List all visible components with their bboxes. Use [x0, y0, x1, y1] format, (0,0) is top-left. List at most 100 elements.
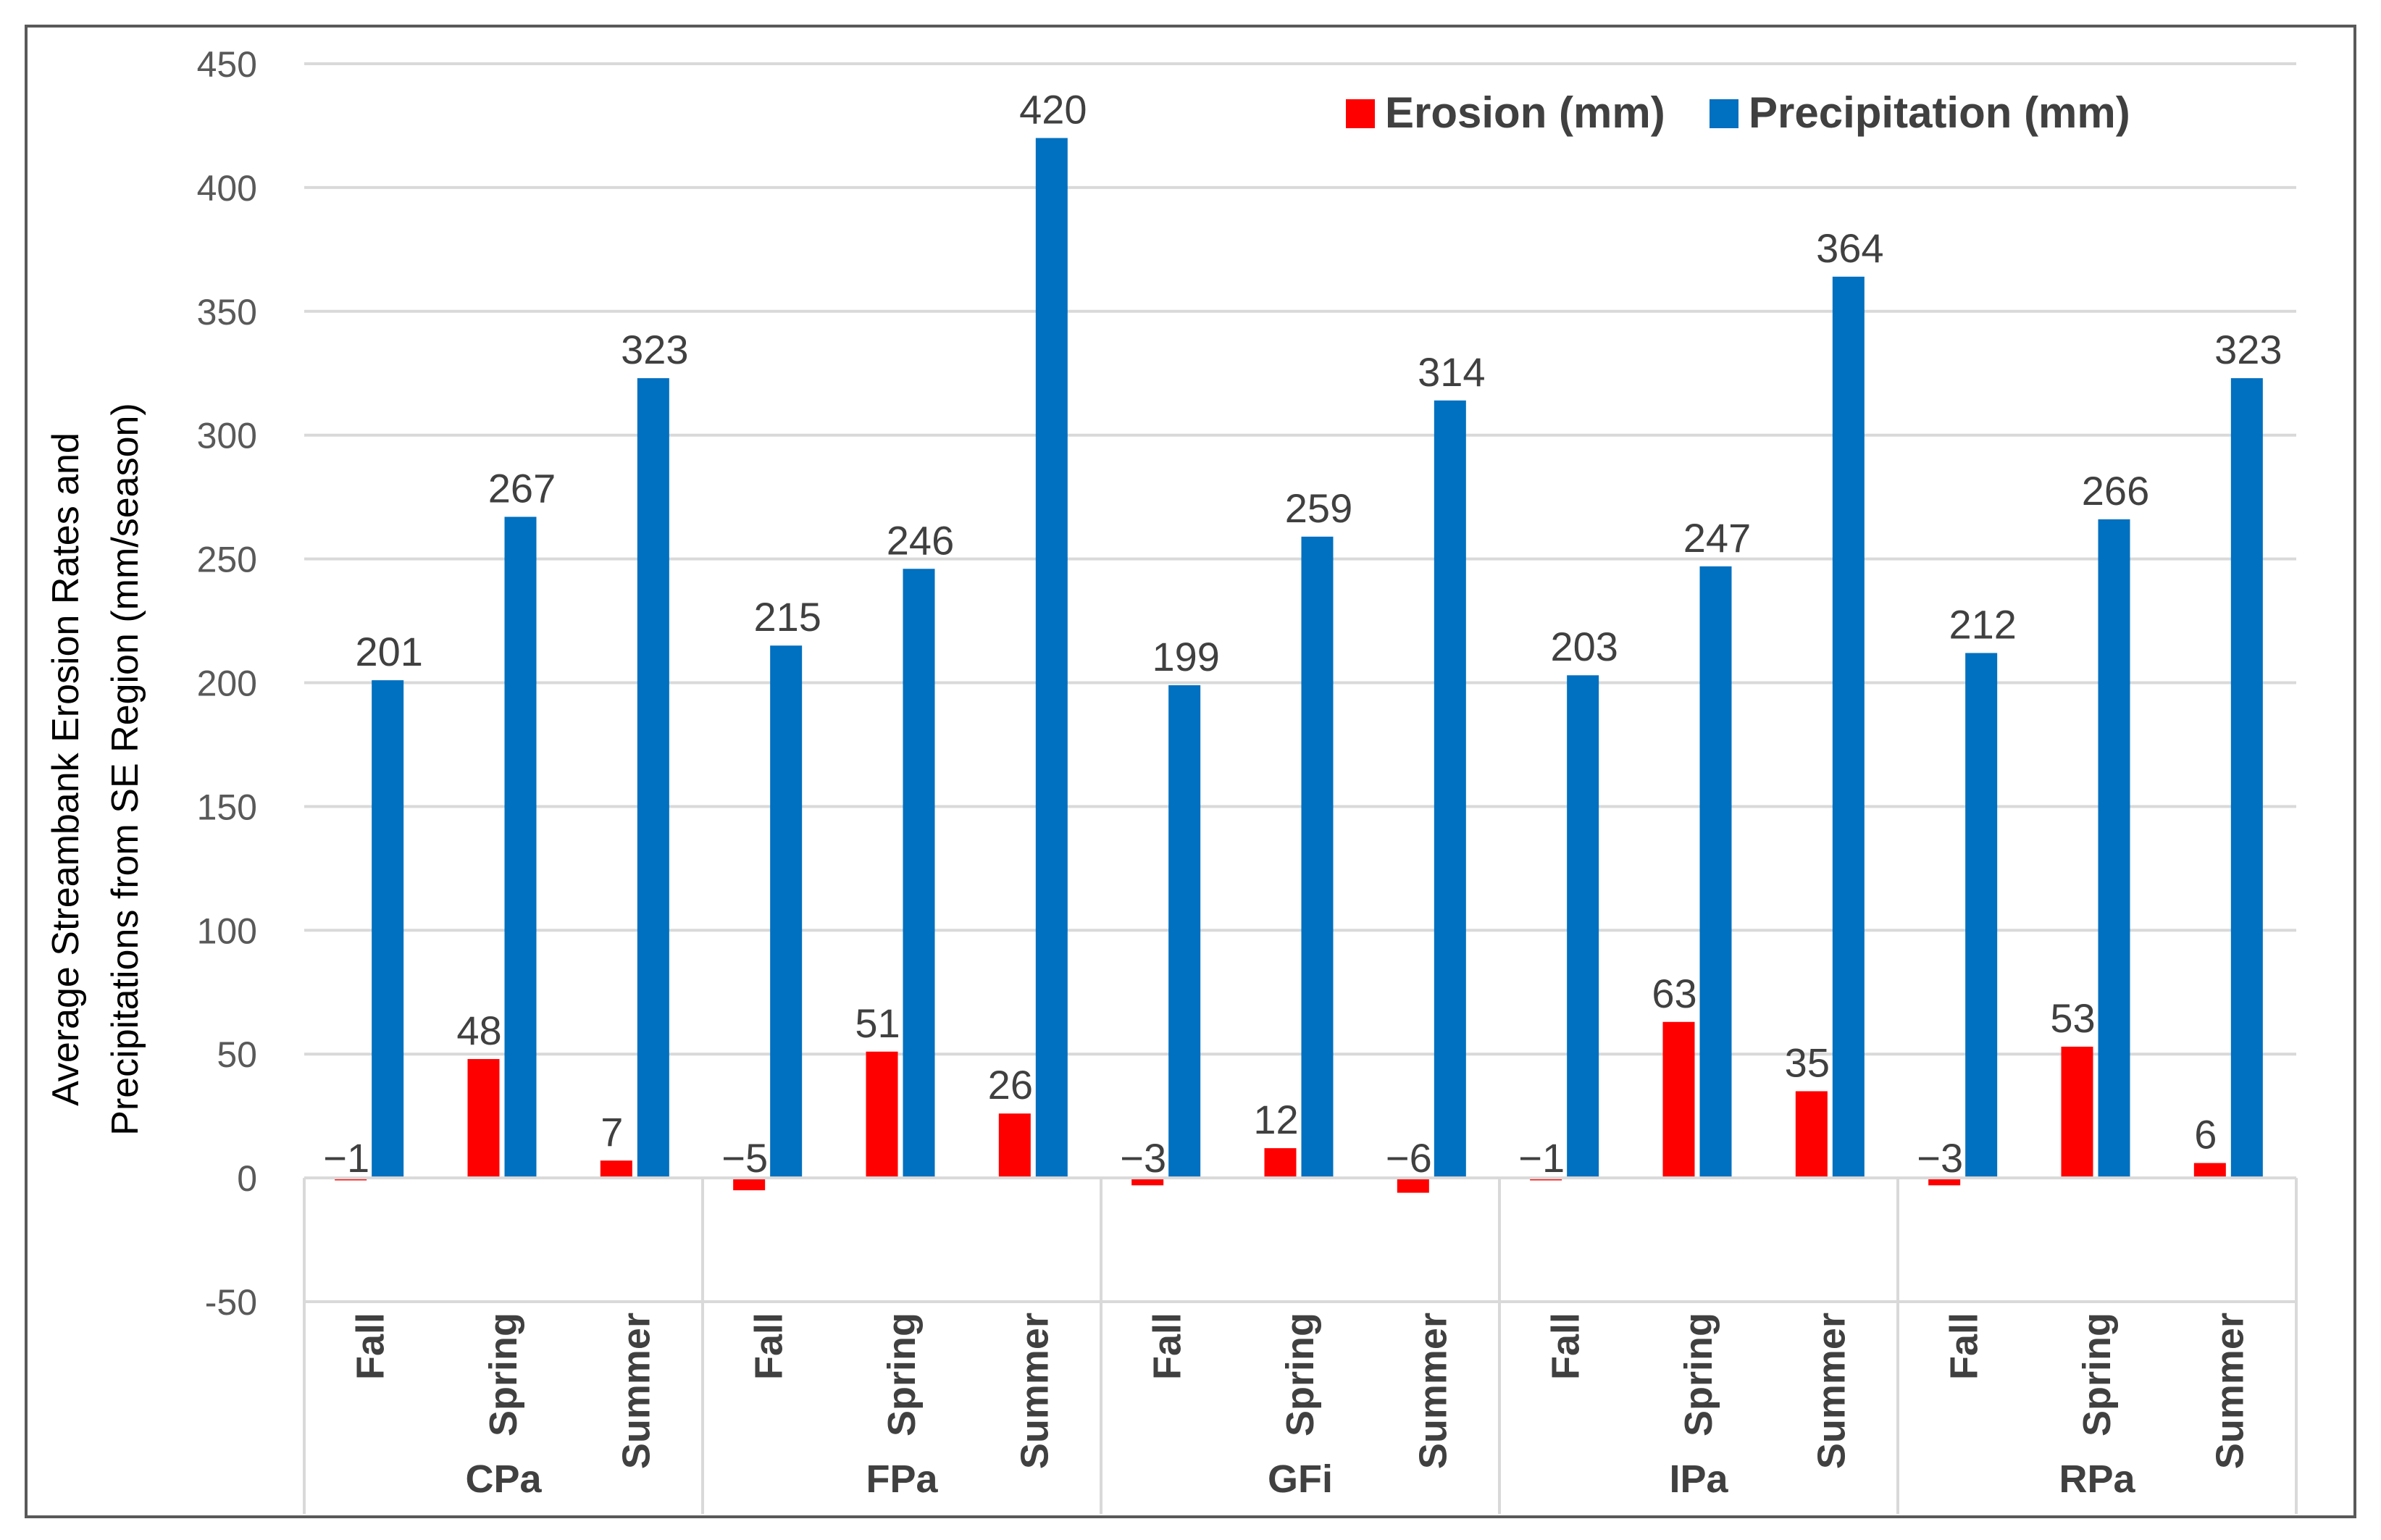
x-category-label: Summer [1411, 1313, 1455, 1469]
bars [335, 138, 2263, 1193]
precipitation-data-label: 420 [1019, 87, 1087, 133]
y-tick-label: 450 [197, 44, 257, 85]
precipitation-data-label: 364 [1816, 225, 1883, 271]
y-tick-label: -50 [205, 1282, 257, 1323]
precipitation-bar [1035, 138, 1068, 1179]
legend-swatch-erosion [1346, 99, 1375, 128]
gridlines [304, 62, 2296, 1303]
erosion-bar [998, 1113, 1031, 1179]
x-category-label: Fall [349, 1313, 393, 1380]
group-label: IPa [1669, 1457, 1728, 1501]
x-category-label: Fall [1146, 1313, 1189, 1380]
precipitation-bar [1168, 685, 1201, 1179]
precipitation-bar [1301, 536, 1334, 1179]
x-category-label: Summer [1809, 1313, 1853, 1469]
precipitation-bar [637, 378, 669, 1179]
precipitation-bar [1965, 653, 1998, 1179]
chart-frame [25, 25, 2356, 1518]
erosion-bar [1397, 1178, 1429, 1193]
erosion-data-label: 35 [1785, 1039, 1830, 1085]
erosion-bar [600, 1160, 632, 1179]
erosion-bar [1264, 1148, 1297, 1179]
legend-label-precipitation: Precipitation (mm) [1749, 88, 2130, 137]
erosion-data-label: −1 [1518, 1135, 1565, 1181]
precipitation-data-label: 259 [1285, 485, 1352, 531]
precipitation-data-label: 323 [2214, 327, 2282, 372]
precipitation-bar [903, 569, 935, 1179]
x-category-label: Fall [748, 1313, 791, 1380]
x-category-label: Summer [1013, 1313, 1056, 1469]
x-category-label: Fall [1943, 1313, 1986, 1380]
erosion-data-label: −3 [1917, 1135, 1963, 1181]
erosion-data-label: 63 [1652, 971, 1696, 1016]
group-label: RPa [2059, 1457, 2135, 1501]
group-label: CPa [465, 1457, 542, 1501]
x-category-label: Spring [482, 1313, 525, 1436]
precipitation-bar [770, 645, 803, 1179]
y-tick-label: 300 [197, 416, 257, 456]
x-category-label: Fall [1544, 1313, 1588, 1380]
x-axis: Fall Spring Summer Fall Spring Summer Fall Spri… [303, 1176, 2298, 1514]
erosion-data-label: 6 [2194, 1112, 2217, 1158]
x-category-label: Summer [614, 1313, 658, 1469]
erosion-data-label: 7 [601, 1109, 623, 1155]
precipitation-data-label: 199 [1152, 634, 1219, 679]
x-category-label: Spring [1677, 1313, 1720, 1436]
y-tick-label: 250 [197, 540, 257, 580]
precipitation-bar [2230, 378, 2263, 1179]
y-tick-label: 0 [237, 1158, 257, 1199]
y-tick-labels: -50 0 50 100 150 200 250 300 350 400 450 [197, 44, 257, 1323]
precipitation-bar [1832, 276, 1865, 1179]
legend-label-erosion: Erosion (mm) [1385, 88, 1665, 137]
precipitation-data-label: 201 [355, 629, 422, 674]
y-tick-label: 350 [197, 292, 257, 332]
y-tick-label: 50 [217, 1034, 257, 1075]
precipitation-data-label: 247 [1683, 515, 1751, 561]
data-labels: −1 201 48 267 7 323 −5 215 51 246 26 420 −3 199 12 259 −… [323, 87, 2282, 1181]
y-tick-label: 100 [197, 911, 257, 951]
group-label: FPa [866, 1457, 938, 1501]
precipitation-data-label: 246 [887, 517, 954, 563]
precipitation-bar [2098, 519, 2130, 1179]
precipitation-data-label: 323 [621, 327, 688, 372]
precipitation-data-label: 314 [1418, 349, 1485, 395]
erosion-bar [1928, 1178, 1961, 1186]
erosion-data-label: 48 [456, 1008, 501, 1053]
erosion-data-label: 26 [988, 1062, 1033, 1108]
legend: Erosion (mm) Precipitation (mm) [1346, 88, 2130, 137]
x-category-label: Spring [880, 1313, 924, 1436]
precipitation-bar [504, 516, 537, 1179]
x-category-label: Spring [2075, 1313, 2119, 1436]
precipitation-data-label: 212 [1949, 601, 2016, 647]
y-tick-label: 200 [197, 664, 257, 704]
x-category-label: Summer [2208, 1313, 2251, 1469]
precipitation-data-label: 266 [2082, 468, 2149, 514]
precipitation-data-label: 203 [1550, 624, 1618, 669]
precipitation-bar [1699, 566, 1732, 1179]
group-label: GFi [1268, 1457, 1333, 1501]
erosion-bar [1131, 1178, 1164, 1186]
erosion-data-label: −3 [1120, 1135, 1166, 1181]
precipitation-bar [1434, 400, 1466, 1179]
legend-swatch-precipitation [1710, 99, 1738, 128]
erosion-bar [467, 1059, 500, 1179]
erosion-data-label: −6 [1386, 1135, 1432, 1181]
erosion-data-label: 51 [855, 1000, 900, 1046]
precipitation-data-label: 267 [488, 465, 556, 511]
erosion-data-label: −5 [721, 1135, 768, 1181]
erosion-data-label: −1 [323, 1135, 369, 1181]
erosion-bar [1662, 1021, 1695, 1179]
precipitation-data-label: 215 [753, 594, 821, 640]
erosion-data-label: 12 [1253, 1097, 1298, 1142]
y-tick-label: 400 [197, 168, 257, 209]
x-category-label: Spring [1279, 1313, 1322, 1436]
erosion-bar [866, 1051, 898, 1179]
y-axis-title-line: Precipitations from SE Region (mm/season… [104, 403, 146, 1136]
y-axis-title: Average Streambank Erosion Rates and Prec… [45, 403, 146, 1136]
erosion-bar [1795, 1091, 1828, 1179]
y-axis-title-line: Average Streambank Erosion Rates and [45, 432, 87, 1106]
precipitation-bar [372, 680, 404, 1179]
precipitation-bar [1567, 675, 1599, 1179]
erosion-bar [2061, 1046, 2093, 1179]
